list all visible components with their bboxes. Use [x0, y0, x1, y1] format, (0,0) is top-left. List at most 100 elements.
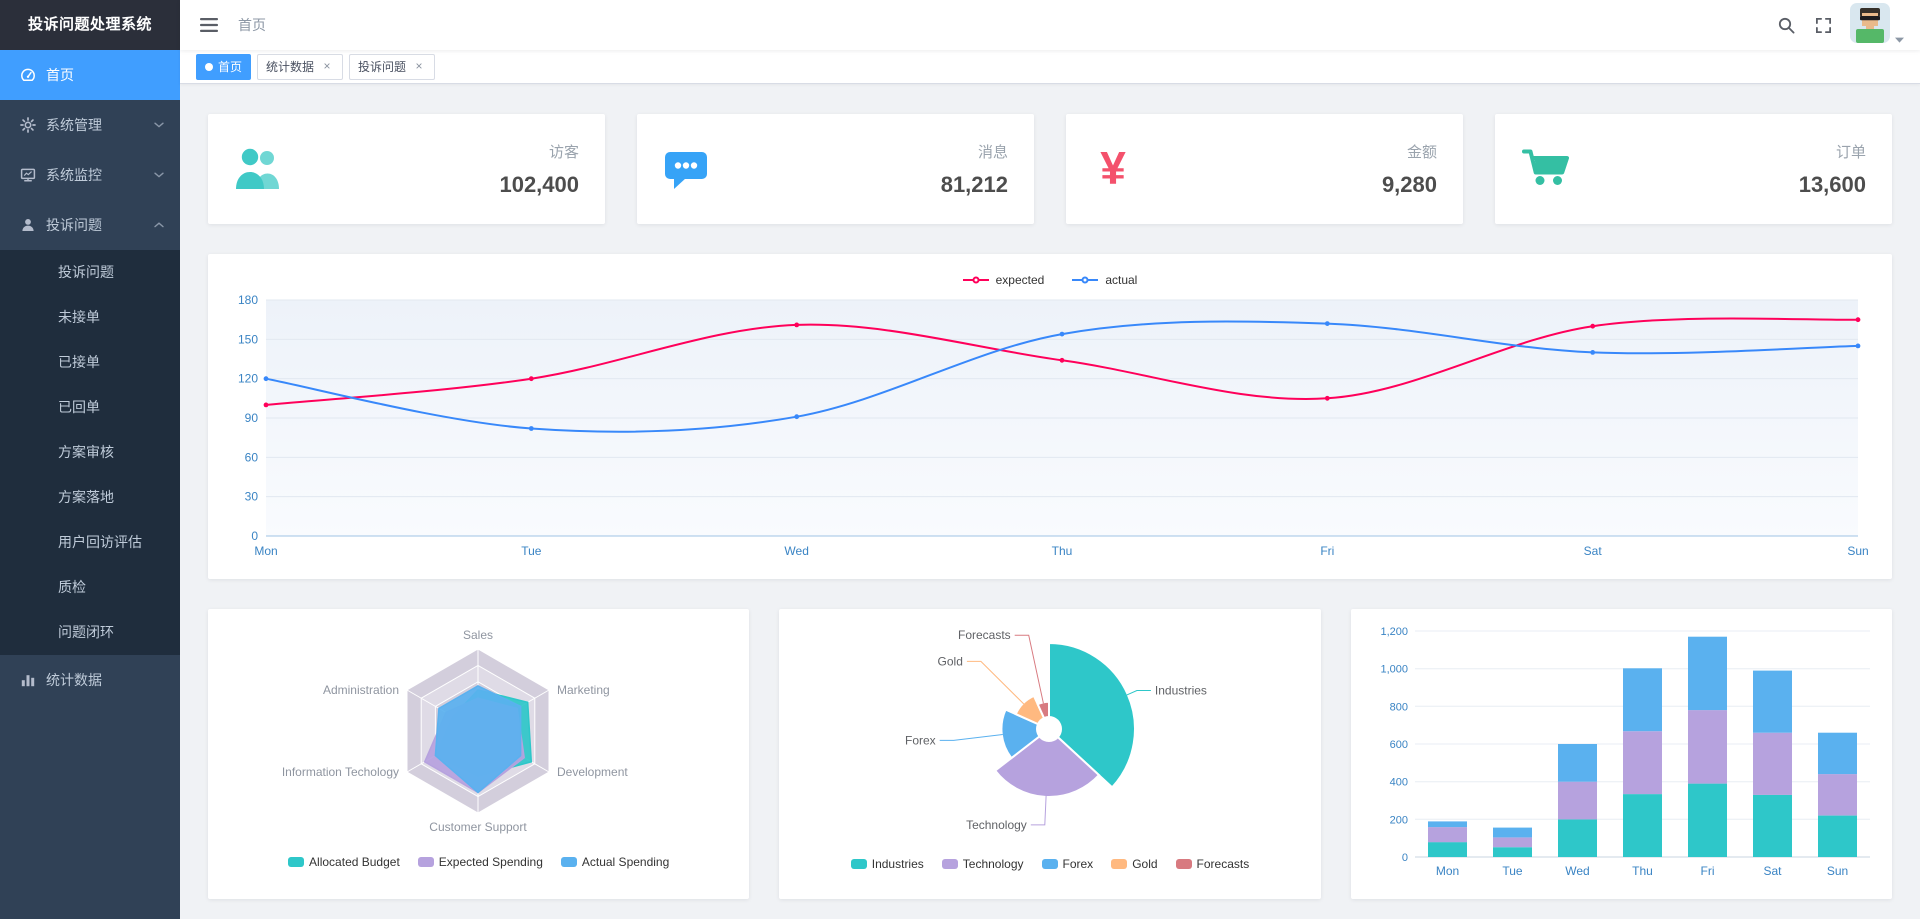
stat-value: 102,400 [499, 171, 579, 197]
bar-segment-Wed-0[interactable] [1557, 819, 1597, 857]
stat-card-访客[interactable]: 访客 102,400 [208, 114, 605, 224]
message-icon [663, 147, 709, 191]
bar-segment-Sun-0[interactable] [1817, 815, 1857, 857]
tag-投诉问题[interactable]: 投诉问题 × [349, 53, 436, 80]
bar-segment-Sun-2[interactable] [1817, 732, 1857, 775]
legend-item-expected[interactable]: expected [962, 273, 1044, 287]
sidebar-subitem-方案落地[interactable]: 方案落地 [58, 489, 114, 505]
line-chart-svg[interactable]: 0 30 60 90 120 150 180 Mon Tue Wed Thu Fri Sat Sun [224, 292, 1876, 564]
sidebar-item-label: 系统监控 [46, 167, 102, 183]
expected-data-point [263, 402, 269, 408]
sidebar-item-系统管理[interactable]: 系统管理 [0, 100, 180, 150]
legend-item-Technology[interactable]: Technology [941, 857, 1024, 871]
gear-icon [20, 117, 36, 133]
tag-统计数据[interactable]: 统计数据 × [257, 53, 344, 80]
axis-label: Sat [1584, 544, 1603, 558]
legend-swatch [850, 859, 867, 869]
stat-label: 订单 [1835, 143, 1866, 161]
legend-ring-marker [972, 276, 980, 284]
sidebar-item-统计数据[interactable]: 统计数据 [0, 655, 180, 705]
legend-item-Expected Spending[interactable]: Expected Spending [417, 855, 543, 869]
tag-close-icon[interactable]: × [323, 58, 331, 73]
expected-data-point [1059, 357, 1065, 363]
fullscreen-icon[interactable] [1813, 15, 1834, 36]
legend-label: Technology [962, 857, 1024, 871]
bar-segment-Mon-2[interactable] [1427, 821, 1467, 828]
pie-label: Technology [967, 818, 1028, 832]
user-menu[interactable] [1850, 2, 1904, 48]
pie-label-line [940, 734, 1004, 741]
bar-segment-Thu-1[interactable] [1622, 731, 1662, 795]
sidebar-subitem-投诉问题[interactable]: 投诉问题 [58, 264, 114, 280]
axis-label: Mon [254, 544, 277, 558]
tag-首页[interactable]: 首页 [196, 53, 252, 80]
bar-segment-Sat-0[interactable] [1752, 794, 1792, 857]
caret-down-icon [1895, 30, 1904, 48]
sidebar-item-首页[interactable]: 首页 [0, 50, 180, 100]
bar-segment-Sat-2[interactable] [1752, 670, 1792, 733]
bar-chart-panel: 0 200 400 600 800 1,000 1,200 Mon Tue Wed Thu Fri Sa… [1350, 609, 1892, 899]
search-icon[interactable] [1776, 15, 1797, 36]
sidebar-item-投诉问题[interactable]: 投诉问题 [0, 200, 180, 250]
actual-data-point [528, 426, 534, 431]
legend-swatch [288, 857, 305, 867]
bar-segment-Fri-0[interactable] [1687, 783, 1727, 857]
legend-label: Actual Spending [581, 855, 670, 869]
bar-segment-Tue-1[interactable] [1492, 837, 1532, 848]
pie-chart-svg[interactable]: Industries Technology Forex Gold Forecasts [791, 619, 1308, 853]
bar-segment-Mon-1[interactable] [1427, 827, 1467, 843]
sidebar-subitem-方案审核[interactable]: 方案审核 [58, 444, 114, 460]
bar-segment-Fri-2[interactable] [1687, 636, 1727, 711]
radar-chart-svg[interactable]: Sales Marketing Development Customer Suppor… [220, 619, 737, 851]
bar-segment-Sat-1[interactable] [1752, 732, 1792, 795]
tag-close-icon[interactable]: × [415, 58, 423, 73]
bar-segment-Tue-0[interactable] [1492, 847, 1532, 857]
legend-item-actual[interactable]: actual [1072, 273, 1137, 287]
radar-series-Actual Spending[interactable] [434, 685, 522, 794]
pie-label: Gold [938, 654, 963, 668]
sidebar-subitem-用户回访评估[interactable]: 用户回访评估 [58, 534, 142, 550]
bar-segment-Tue-2[interactable] [1492, 827, 1532, 838]
bar-segment-Thu-2[interactable] [1622, 668, 1662, 732]
axis-label: 90 [245, 411, 259, 425]
legend-item-Allocated Budget[interactable]: Allocated Budget [288, 855, 400, 869]
bar-segment-Thu-0[interactable] [1622, 794, 1662, 857]
sidebar-item-系统监控[interactable]: 系统监控 [0, 150, 180, 200]
stat-card-订单[interactable]: 订单 13,600 [1495, 114, 1892, 224]
axis-label: 800 [1389, 701, 1407, 713]
legend-item-Gold[interactable]: Gold [1111, 857, 1158, 871]
sidebar-subitem-已接单[interactable]: 已接单 [58, 354, 100, 370]
bar-segment-Wed-2[interactable] [1557, 744, 1597, 782]
legend-item-Forex[interactable]: Forex [1041, 857, 1093, 871]
stat-card-金额[interactable]: ¥ 金额 9,280 [1066, 114, 1463, 224]
sidebar-item-label: 系统管理 [46, 117, 102, 133]
legend-swatch [941, 859, 958, 869]
stat-card-消息[interactable]: 消息 81,212 [637, 114, 1034, 224]
legend-item-Actual Spending[interactable]: Actual Spending [560, 855, 670, 869]
axis-label: 1,000 [1380, 664, 1408, 676]
hamburger-icon[interactable] [196, 13, 222, 37]
pie-label-line [967, 660, 1025, 705]
submenu-投诉问题: 投诉问题未接单已接单已回单方案审核方案落地用户回访评估 质检问题闭环 [0, 250, 180, 655]
axis-label: Fri [1700, 864, 1714, 878]
legend-item-Forecasts[interactable]: Forecasts [1175, 857, 1249, 871]
legend-line-marker [962, 276, 989, 284]
bar-chart-svg[interactable]: 0 200 400 600 800 1,000 1,200 Mon Tue Wed Thu Fri Sa… [1363, 619, 1880, 885]
bar-segment-Mon-0[interactable] [1427, 842, 1467, 857]
legend-item-Industries[interactable]: Industries [850, 857, 924, 871]
bar-segment-Fri-1[interactable] [1687, 710, 1727, 784]
legend-label: actual [1105, 273, 1138, 287]
money-icon: ¥ [1092, 147, 1134, 191]
bar-segment-Sun-1[interactable] [1817, 774, 1857, 816]
sidebar-subitem-问题闭环[interactable]: 问题闭环 [58, 624, 114, 640]
bar-segment-Wed-1[interactable] [1557, 781, 1597, 820]
stat-value: 81,212 [940, 171, 1008, 197]
breadcrumb[interactable]: 首页 [238, 17, 266, 33]
sidebar-subitem-未接单[interactable]: 未接单 [58, 309, 100, 325]
app-title: 投诉问题处理系统 [0, 0, 180, 50]
stat-text: 消息 81,212 [941, 141, 1008, 198]
people-icon [234, 147, 280, 191]
sidebar-subitem-已回单[interactable]: 已回单 [58, 399, 100, 415]
sidebar-subitem-质检[interactable]: 质检 [58, 579, 86, 595]
